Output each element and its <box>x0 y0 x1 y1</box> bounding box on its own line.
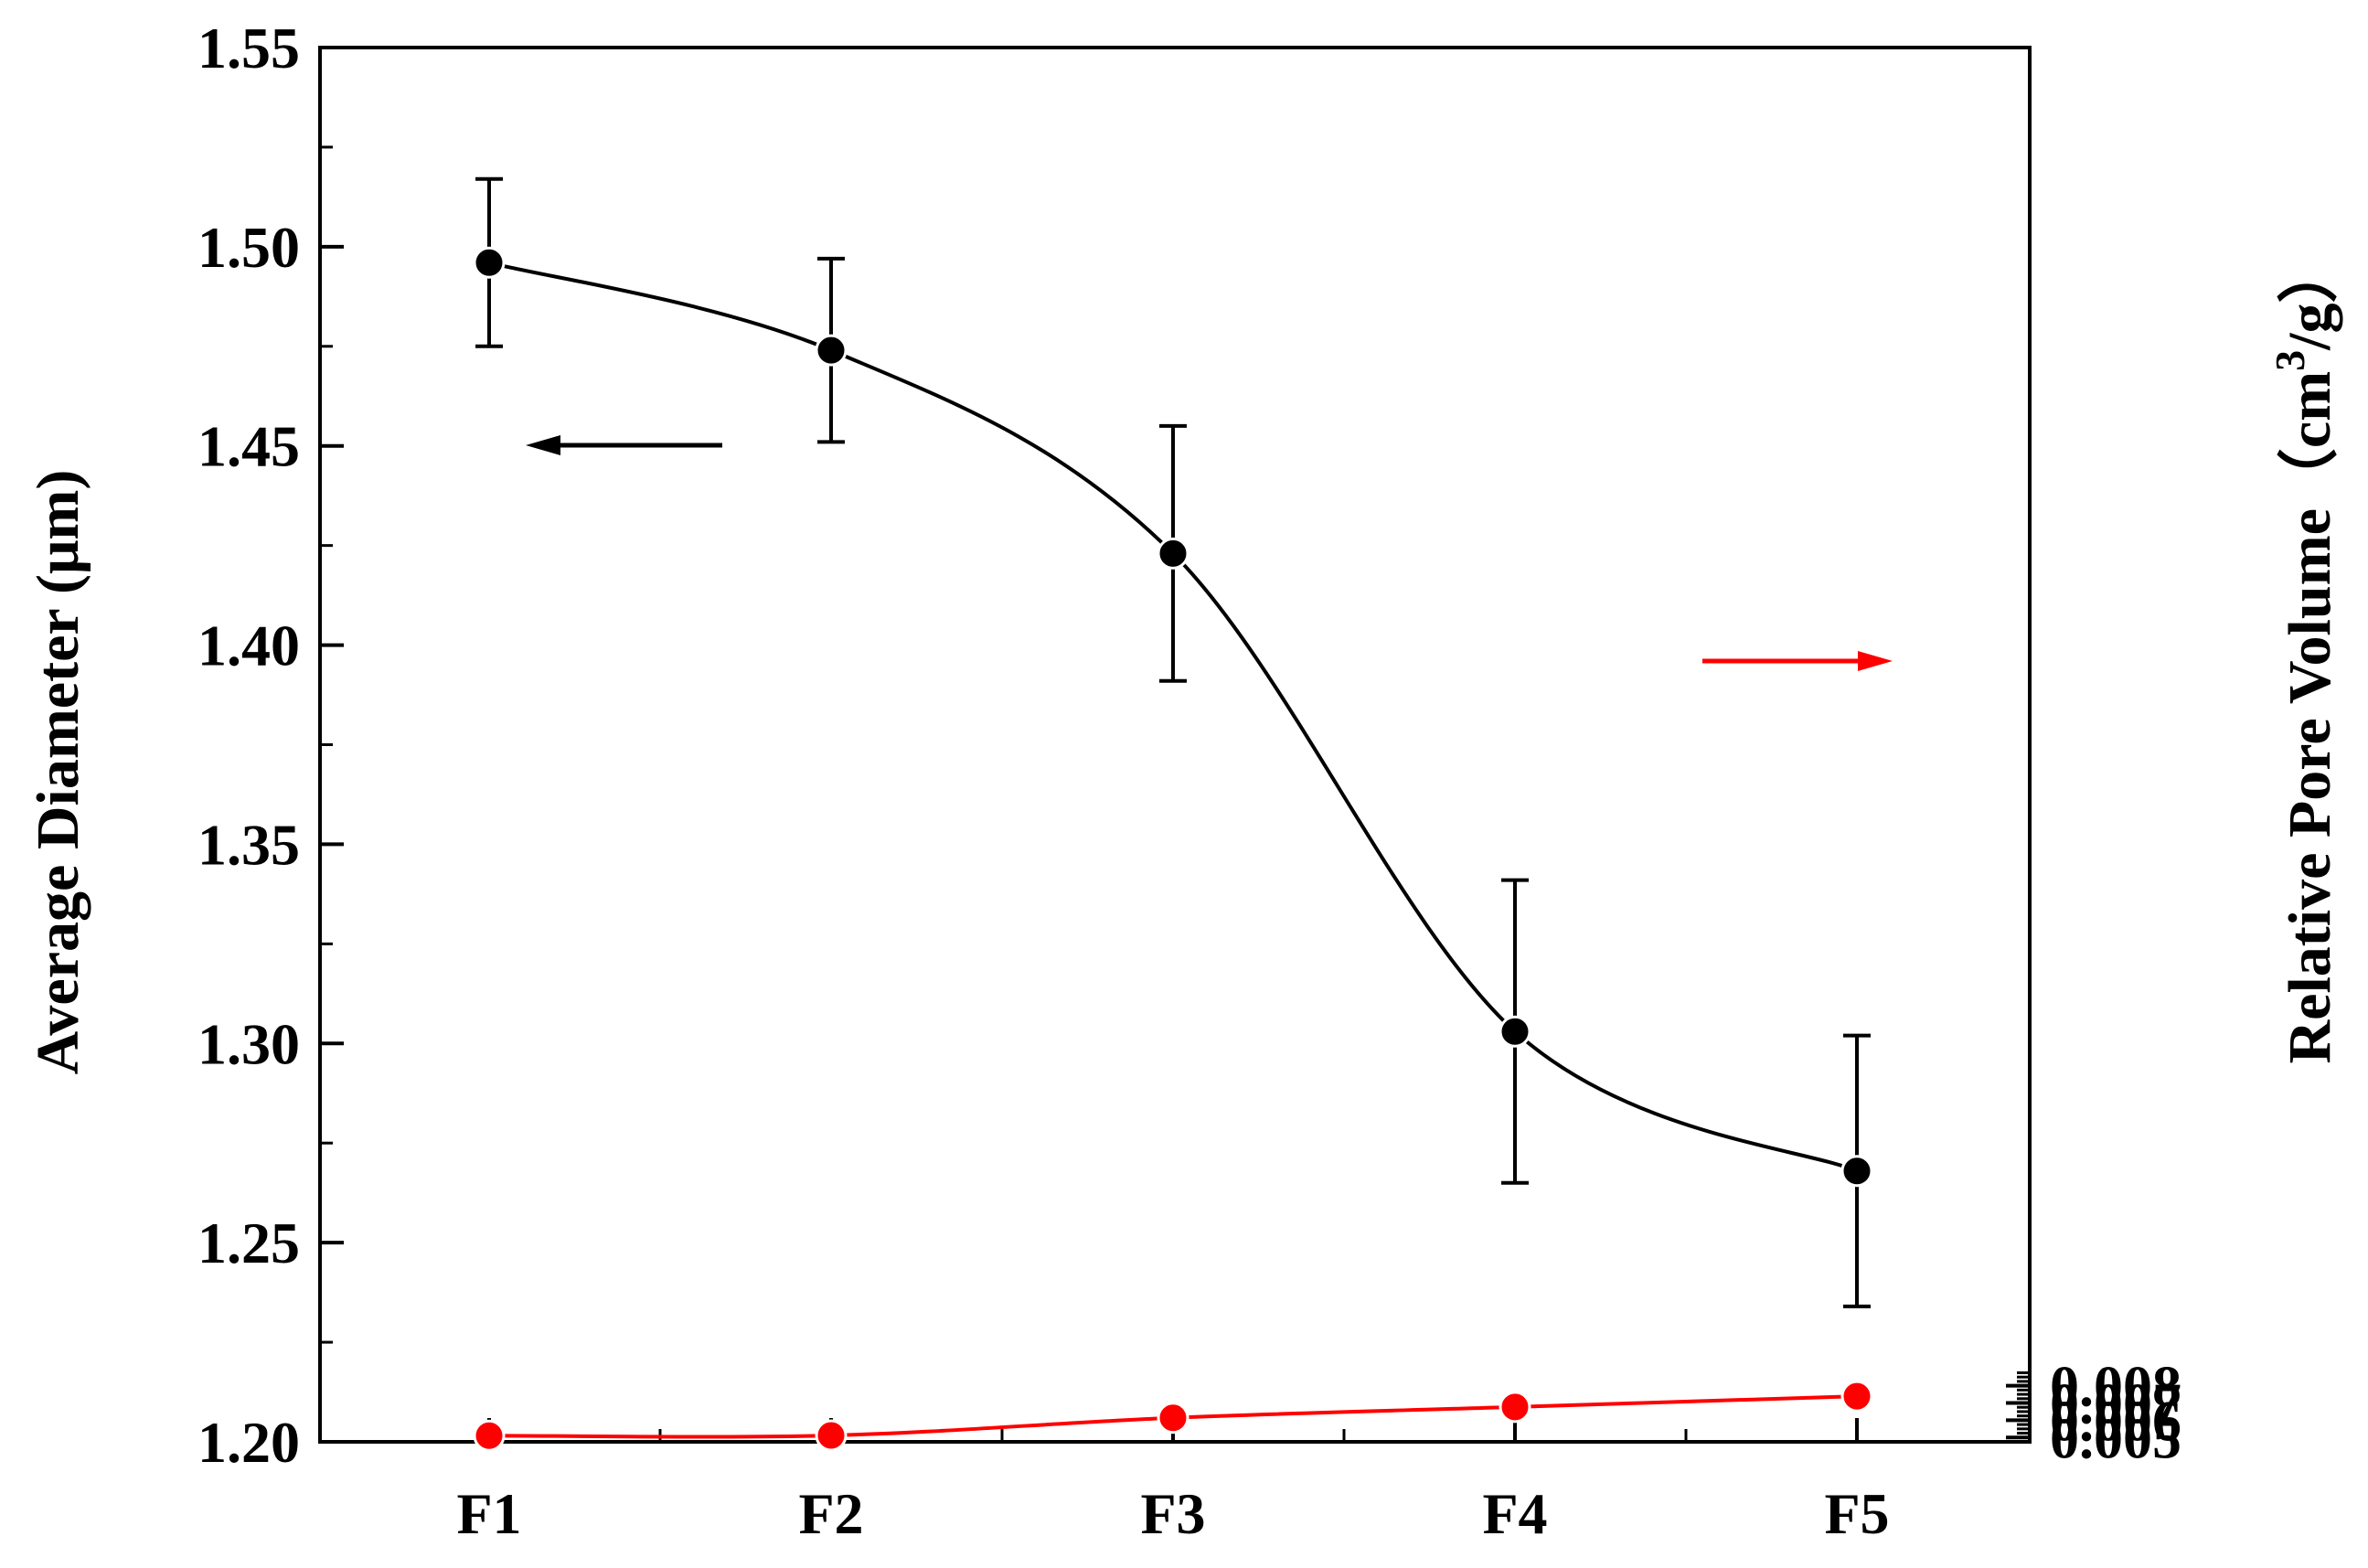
data-point-left-f1 <box>473 246 506 279</box>
left-tick-label: 1.20 <box>197 1410 300 1475</box>
left-axis-title: Average Diameter (μm) <box>25 470 91 1075</box>
data-point-right-f2 <box>815 1419 848 1452</box>
x-tick-label-f2: F2 <box>798 1481 863 1546</box>
left-tick-label: 1.45 <box>197 414 300 479</box>
right-tick-label: 0.005 <box>2050 1405 2181 1470</box>
series-line-left <box>488 261 1858 1173</box>
left-arrow-head-icon <box>526 435 560 455</box>
data-point-right-f1 <box>473 1419 506 1452</box>
left-tick-label: 1.55 <box>197 16 300 80</box>
right-axis-title: Relative Pore Volume（cm3/g） <box>2267 243 2343 1064</box>
right-tick-label: 0.006 <box>2050 1388 2181 1453</box>
left-tick-label: 1.25 <box>197 1211 300 1275</box>
right-tick-label: 0.008 <box>2050 1354 2181 1419</box>
right-axis-title-tail: /g） <box>2276 243 2343 351</box>
data-point-left-f3 <box>1157 537 1189 570</box>
data-point-left-f2 <box>815 334 848 367</box>
right-axis-title-sup: 3 <box>2267 350 2313 371</box>
left-tick-label: 1.30 <box>197 1011 300 1076</box>
data-point-right-f3 <box>1157 1402 1189 1435</box>
right-axis-title-main: Relative Pore Volume（cm <box>2276 371 2343 1064</box>
x-tick-label-f4: F4 <box>1482 1481 1547 1546</box>
left-tick-label: 1.50 <box>197 215 300 280</box>
data-point-left-f5 <box>1840 1155 1873 1188</box>
right-arrow-head-icon <box>1858 651 1893 671</box>
right-tick-label: 0.007 <box>2050 1371 2181 1436</box>
x-tick-label-f1: F1 <box>456 1481 521 1546</box>
x-tick-label-f3: F3 <box>1140 1481 1205 1546</box>
x-tick-label-f5: F5 <box>1824 1481 1889 1546</box>
left-tick-label: 1.35 <box>197 812 300 877</box>
data-point-left-f4 <box>1499 1015 1531 1048</box>
plot-frame <box>318 46 2032 1444</box>
left-tick-label: 1.40 <box>197 613 300 678</box>
data-point-right-f5 <box>1840 1380 1873 1413</box>
data-point-right-f4 <box>1499 1391 1531 1424</box>
